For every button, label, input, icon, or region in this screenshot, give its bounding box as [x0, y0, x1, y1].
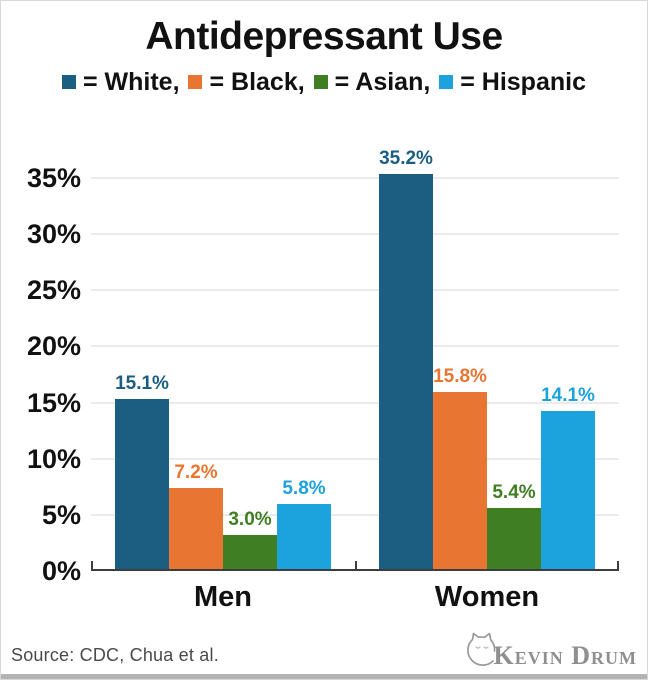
- bar-value-label: 7.2%: [174, 462, 218, 484]
- bar-hispanic-men: [277, 503, 331, 569]
- bar-black-women: [433, 391, 487, 569]
- gridline: [91, 289, 619, 292]
- bar-asian-men: [223, 535, 277, 569]
- bar-value-label: 5.8%: [282, 477, 326, 499]
- y-tick-label: 20%: [26, 331, 81, 362]
- bar-value-label: 15.8%: [433, 365, 487, 387]
- gridline: [91, 345, 619, 348]
- y-tick-label: 5%: [41, 499, 81, 530]
- legend-swatch-icon: [313, 75, 328, 89]
- bar-white-women: [379, 173, 433, 569]
- logo-text: Kevin Drum: [493, 641, 637, 670]
- bar-value-label: 3.0%: [228, 509, 272, 531]
- bar-white-men: [115, 399, 169, 569]
- x-tick: [91, 561, 93, 569]
- legend-swatch-icon: [439, 75, 454, 89]
- legend-item-black: = Black,: [188, 68, 311, 97]
- gridline: [91, 177, 619, 179]
- legend-label: = Asian,: [334, 67, 438, 96]
- x-category-label-women: Women: [434, 581, 540, 613]
- legend-label: = Black,: [209, 67, 312, 96]
- chart-title: Antidepressant Use: [145, 15, 503, 58]
- y-axis-labels: 0% 5% 10% 15% 20% 25% 30% 35%: [1, 136, 81, 586]
- x-category-label-men: Men: [194, 581, 252, 613]
- legend-swatch-icon: [188, 75, 203, 89]
- bar-hispanic-women: [541, 410, 595, 569]
- logo: Kevin Drum: [460, 631, 638, 671]
- legend-swatch-icon: [62, 75, 76, 89]
- gridline: [91, 457, 619, 460]
- y-tick-label: 25%: [26, 275, 81, 306]
- cat-icon: [466, 632, 495, 666]
- gridline: [91, 233, 619, 236]
- source-note: Source: CDC, Chua et al.: [11, 645, 219, 665]
- x-tick: [355, 561, 357, 569]
- x-axis-line: [91, 569, 619, 571]
- plot-area: 15.1% 7.2% 3.0% 5.8% 35.2% 15.8% 5.4% 14.1%: [91, 136, 619, 571]
- bar-value-label: 35.2%: [379, 147, 433, 169]
- y-tick-label: 15%: [26, 387, 81, 418]
- bar-black-men: [169, 488, 223, 569]
- y-tick-label: 30%: [26, 219, 81, 250]
- y-tick-label: 10%: [26, 443, 81, 474]
- y-tick-label: 35%: [26, 163, 81, 193]
- bar-asian-women: [487, 508, 541, 569]
- legend-label: = Hispanic: [460, 67, 586, 96]
- bar-value-label: 15.1%: [115, 373, 169, 395]
- legend-label: = White,: [83, 67, 187, 96]
- legend-item-hispanic: = Hispanic: [439, 68, 586, 97]
- legend: = White, = Black, = Asian, = Hispanic: [1, 65, 647, 99]
- bar-value-label: 5.4%: [492, 482, 536, 504]
- gridline: [91, 513, 619, 516]
- gridline: [91, 401, 619, 404]
- y-tick-label: 0%: [41, 556, 81, 586]
- legend-item-asian: = Asian,: [313, 67, 438, 97]
- bar-value-label: 14.1%: [541, 384, 595, 406]
- bottom-strip: [1, 674, 647, 679]
- x-tick: [617, 561, 619, 569]
- legend-item-white: = White,: [62, 68, 186, 97]
